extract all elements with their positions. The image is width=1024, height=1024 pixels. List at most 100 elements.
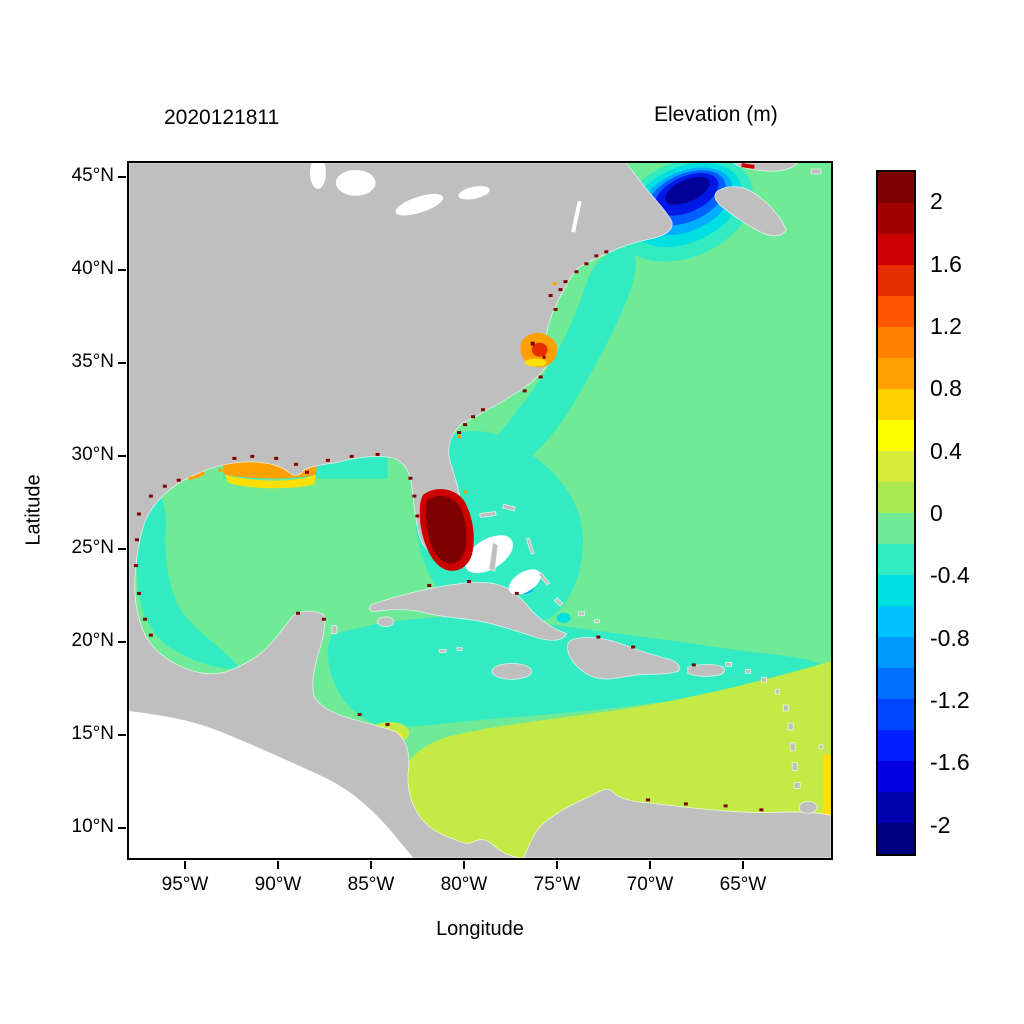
coastal-anomaly-speck — [563, 280, 568, 284]
coastal-anomaly-speck — [596, 635, 601, 639]
coastal-anomaly-speck — [463, 490, 468, 494]
coastal-anomaly-speck — [349, 454, 354, 458]
coastal-anomaly-speck — [631, 645, 636, 649]
coastal-anomaly-speck — [325, 458, 330, 462]
coastal-anomaly-speck — [408, 476, 413, 480]
colorbar-band-7 — [878, 389, 914, 420]
coastal-anomaly-speck — [357, 713, 362, 717]
coastal-anomaly-speck — [548, 294, 553, 298]
timestamp-title: 2020121811 — [164, 106, 280, 129]
coastal-anomaly-speck — [584, 262, 589, 266]
x-tick-mark — [742, 861, 744, 869]
coastal-anomaly-speck — [467, 580, 472, 583]
land-nova-scotia — [714, 186, 787, 237]
colorbar-tick-label: 0 — [930, 500, 943, 526]
island-hispaniola — [567, 637, 680, 680]
island-andros — [488, 541, 499, 572]
colorbar-tick-label: -0.8 — [930, 624, 970, 651]
colorbar-band-10 — [878, 482, 914, 513]
colorbar-tick-label: -1.2 — [930, 687, 970, 714]
coastal-high-anomaly-specks — [133, 250, 764, 812]
coastal-anomaly-speck — [646, 798, 651, 802]
coastal-anomaly-speck — [176, 478, 181, 482]
lesser-antilles-arc — [725, 662, 824, 814]
y-tick-label: 15°N — [71, 723, 114, 744]
coastal-anomaly-speck — [552, 282, 557, 286]
x-tick-label: 85°W — [347, 874, 395, 895]
pacific-outside-domain — [129, 711, 414, 858]
x-tick-label: 65°W — [719, 874, 767, 895]
coastal-anomaly-speck — [574, 270, 579, 274]
colorbar-band-3 — [878, 265, 914, 296]
colorbar-band-1 — [878, 203, 914, 234]
coastal-anomaly-speck — [594, 254, 599, 258]
x-tick-mark — [463, 861, 465, 869]
coastal-anomaly-speck — [463, 423, 468, 427]
coastal-anomaly-speck — [148, 494, 153, 498]
y-tick-mark — [118, 734, 126, 736]
coastal-anomaly-speck — [142, 617, 147, 621]
y-tick-label: 30°N — [71, 444, 114, 465]
coastal-anomaly-speck — [250, 454, 255, 458]
x-tick-mark — [556, 861, 558, 869]
y-tick-mark — [118, 269, 126, 271]
coastal-anomaly-speck — [148, 633, 153, 637]
y-tick-mark — [118, 827, 126, 829]
x-tick-label: 70°W — [626, 874, 674, 895]
colorbar-band-12 — [878, 544, 914, 575]
x-axis-title: Longitude — [436, 918, 524, 940]
colorbar-band-2 — [878, 234, 914, 265]
colorbar-band-19 — [878, 761, 914, 792]
colorbar-band-11 — [878, 513, 914, 544]
y-tick-label: 20°N — [71, 630, 114, 651]
coastal-anomaly-speck — [415, 514, 420, 518]
colorbar-tick-label: -0.4 — [930, 562, 970, 589]
coastal-anomaly-speck — [457, 435, 462, 439]
coastal-anomaly-speck — [133, 564, 138, 568]
colorbar-band-17 — [878, 699, 914, 730]
coastal-anomaly-speck — [136, 591, 141, 595]
x-tick-label: 90°W — [254, 874, 302, 895]
colorbar-tick-label: 0.8 — [930, 375, 962, 402]
island-puerto-rico — [687, 663, 725, 677]
y-tick-mark — [118, 362, 126, 364]
land-pei — [810, 168, 822, 175]
colorbar-band-5 — [878, 327, 914, 358]
coastal-anomaly-speck — [759, 808, 764, 812]
x-tick-mark — [184, 861, 186, 869]
y-tick-label: 10°N — [71, 816, 114, 837]
coastal-anomaly-speck — [538, 375, 543, 379]
colorbar-band-16 — [878, 668, 914, 699]
y-tick-mark — [118, 455, 126, 457]
colorbar — [876, 170, 916, 856]
top-right-red-sliver — [741, 163, 755, 169]
caribbean-islands — [331, 503, 725, 680]
colorbar-band-14 — [878, 606, 914, 637]
island-isla-juventud — [377, 616, 394, 628]
x-tick-label: 80°W — [440, 874, 488, 895]
coastal-anomaly-speck — [683, 802, 688, 806]
coastal-anomaly-speck — [471, 415, 476, 419]
colorbar-band-9 — [878, 451, 914, 482]
coastal-anomaly-speck — [321, 617, 326, 621]
y-tick-label: 35°N — [71, 351, 114, 372]
colorbar-band-6 — [878, 358, 914, 389]
coastal-anomaly-speck — [296, 611, 301, 615]
coastal-anomaly-speck — [274, 456, 279, 460]
coastal-anomaly-speck — [412, 494, 417, 498]
colorbar-tick-label: 0.4 — [930, 437, 962, 464]
colorbar-band-21 — [878, 823, 914, 854]
colorbar-band-8 — [878, 420, 914, 451]
land-south-america — [523, 788, 831, 858]
coastal-anomaly-speck — [514, 591, 519, 595]
y-tick-mark — [118, 176, 126, 178]
map-svg — [129, 163, 831, 858]
island-cuba — [368, 581, 568, 641]
south-florida-high-anomaly — [419, 488, 474, 571]
colorbar-band-15 — [878, 637, 914, 668]
coastal-anomaly-speck — [480, 408, 485, 412]
y-tick-label: 40°N — [71, 258, 114, 279]
colorbar-band-18 — [878, 730, 914, 761]
x-tick-mark — [277, 861, 279, 869]
coastal-anomaly-speck — [304, 470, 309, 474]
